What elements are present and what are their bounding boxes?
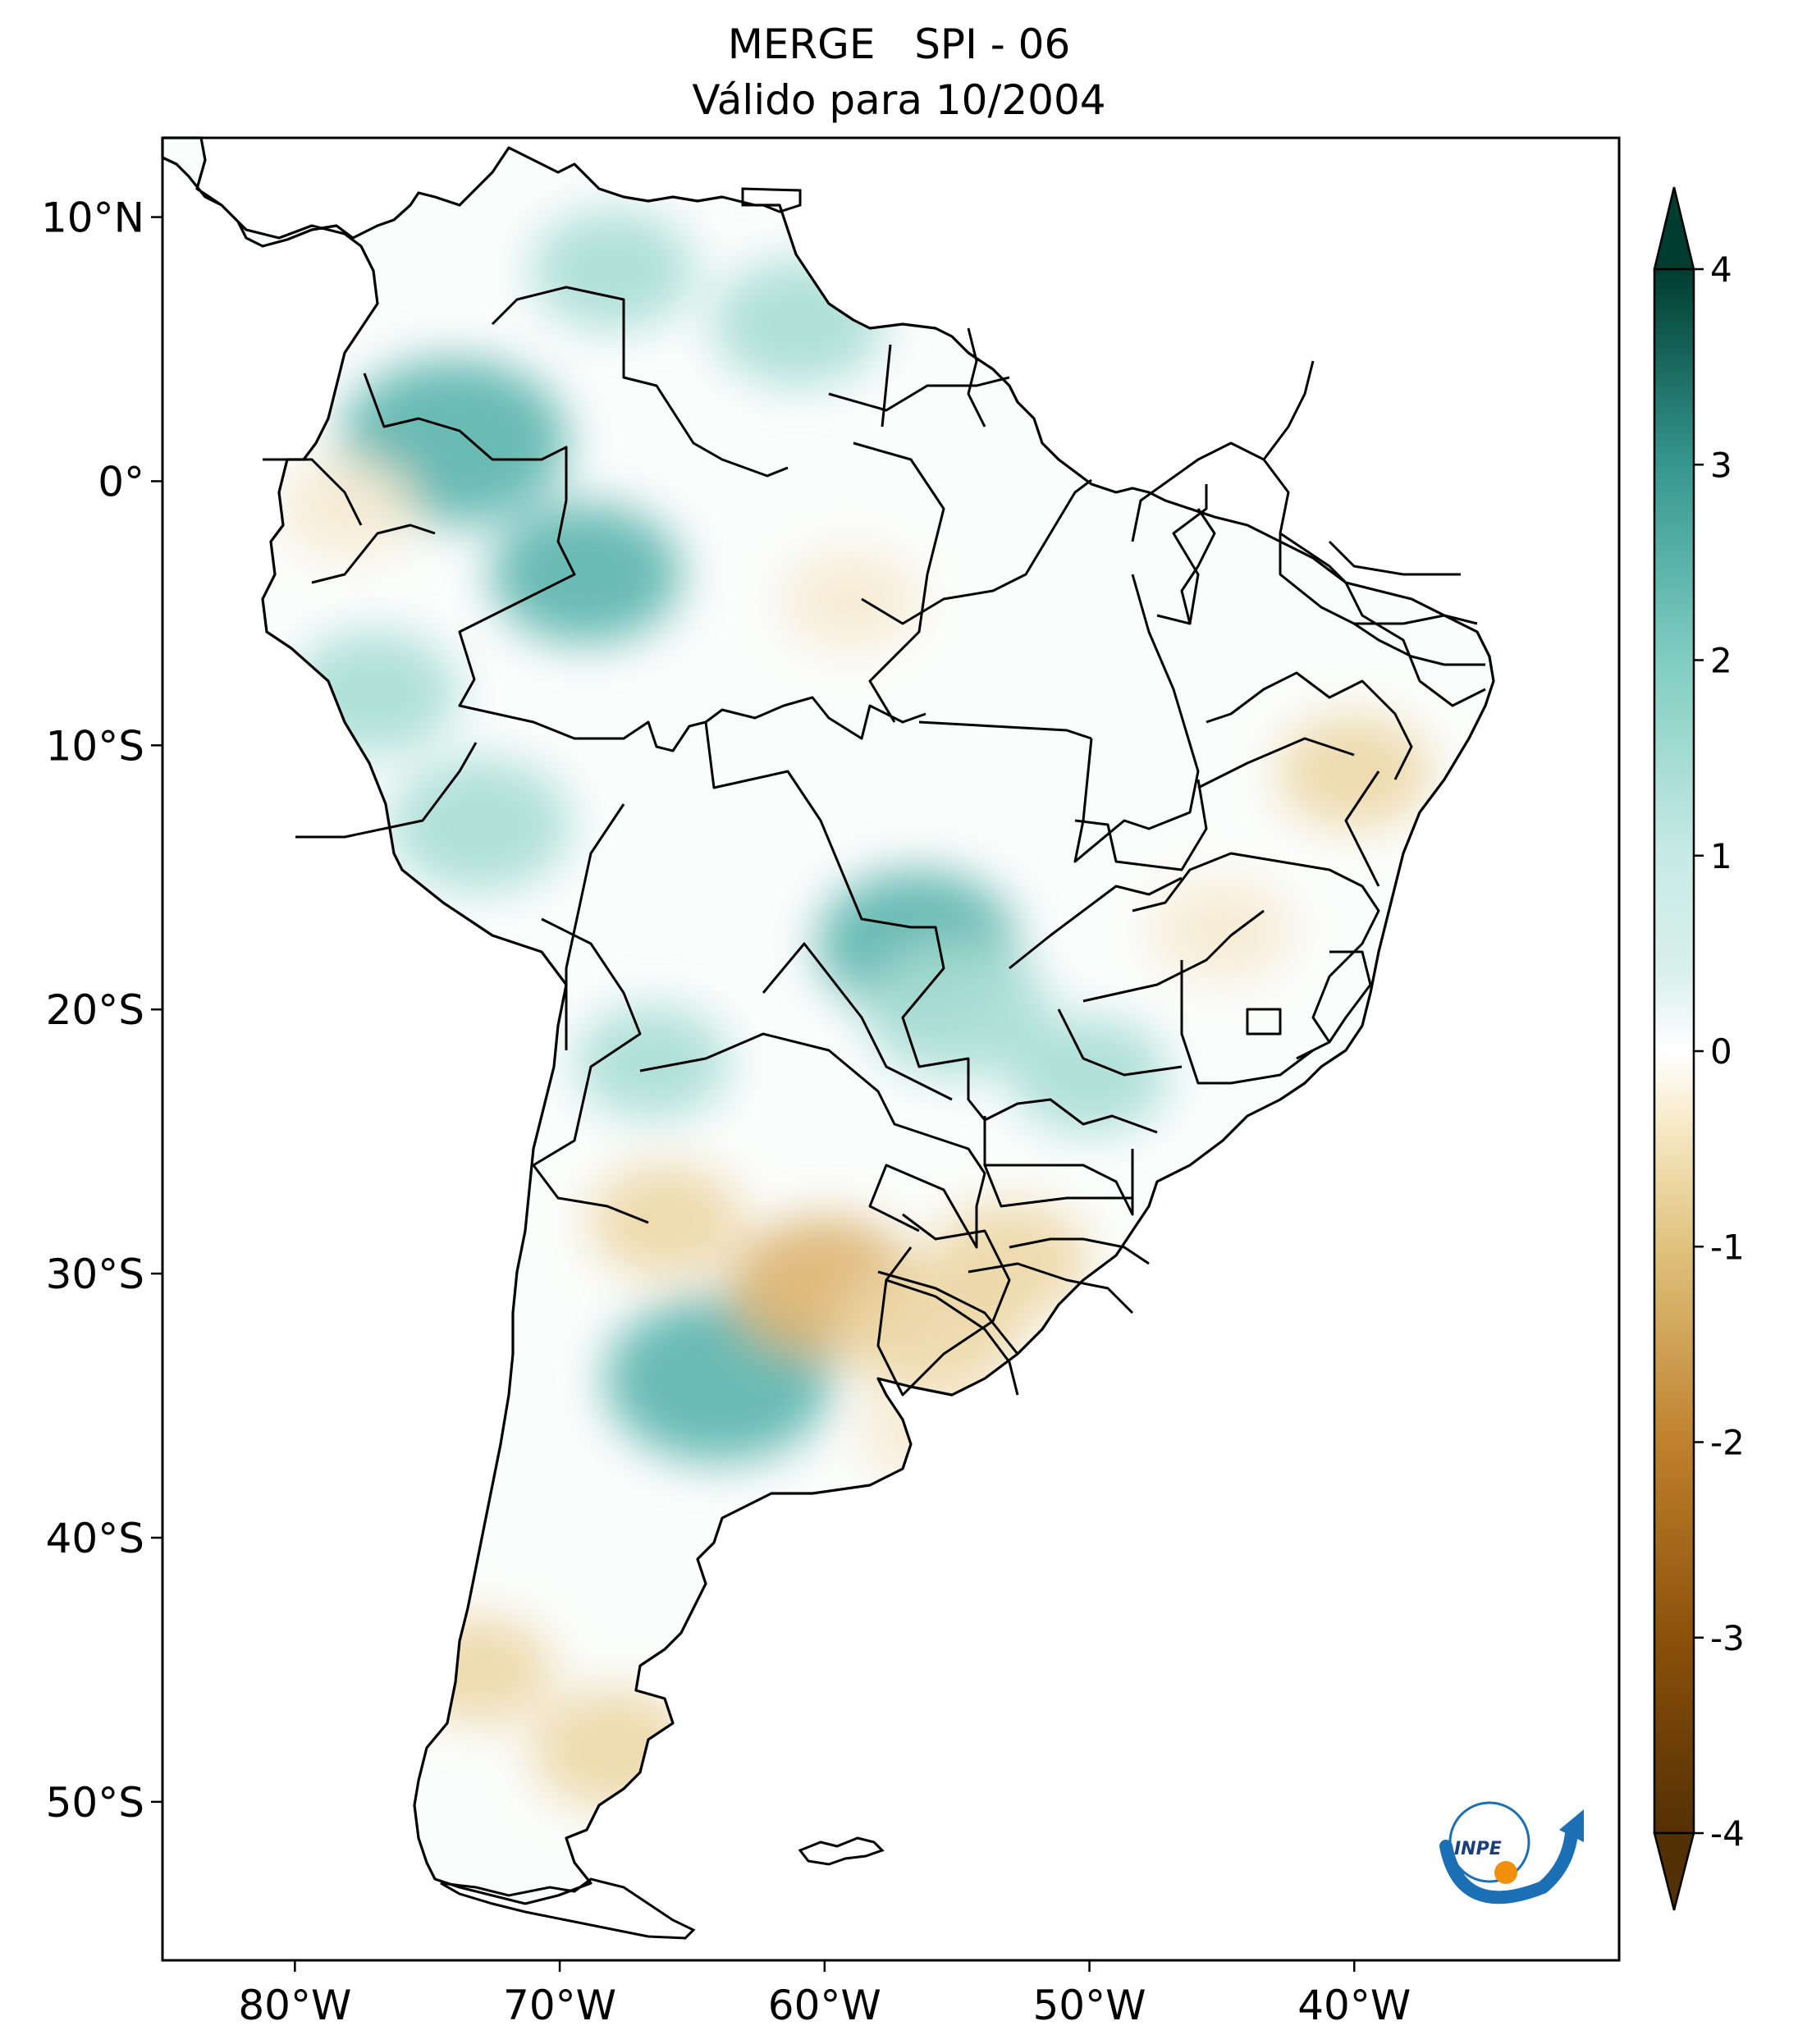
lat-tick-label: 0° (98, 458, 144, 505)
country-border (877, 1270, 1019, 1355)
wet-anomaly-region (389, 757, 571, 891)
dry-anomaly-region (280, 457, 416, 558)
chart-title: MERGE SPI - 06 (727, 21, 1071, 68)
lat-tick-label: 20°S (46, 986, 144, 1034)
inpe-logo: INPE (1439, 1801, 1584, 1905)
country-border (828, 376, 1010, 412)
lon-tick-label: 40°W (1297, 1982, 1411, 2029)
state-border (1246, 1008, 1282, 1036)
dry-anomaly-region (1277, 715, 1431, 829)
dry-anomaly-region (931, 1202, 1090, 1319)
state-border (1328, 540, 1461, 576)
state-border (1156, 484, 1208, 625)
logo-text: INPE (1454, 1839, 1502, 1859)
state-border (1073, 574, 1200, 863)
state-border (1057, 1008, 1183, 1077)
colorbar-tick-label: 1 (1710, 836, 1732, 876)
state-border (1082, 909, 1265, 1003)
state-border (853, 441, 945, 723)
state-border (263, 458, 363, 526)
wet-anomaly-region (491, 504, 682, 644)
lon-tick-label: 70°W (503, 1982, 616, 2029)
country-border (881, 344, 892, 428)
map-frame (161, 136, 1621, 1962)
state-border (1354, 614, 1478, 625)
state-border (918, 720, 1092, 740)
anomaly-layer (162, 138, 1494, 1904)
state-border (1074, 779, 1208, 871)
state-border (1262, 360, 1315, 460)
country-border (762, 942, 953, 1101)
colorbar-extend-max (1653, 186, 1695, 271)
wet-anomaly-region (531, 209, 694, 330)
caribbean-island (741, 187, 802, 213)
longitude-axis: 80°W 70°W 60°W 50°W 40°W (238, 1960, 1411, 2029)
political-borders (263, 286, 1486, 1397)
state-border (311, 524, 436, 584)
lat-tick-label: 30°S (46, 1251, 144, 1298)
state-border (1009, 876, 1183, 970)
state-border (1180, 508, 1216, 624)
state-border (1009, 1237, 1150, 1265)
colorbar-tick-label: 3 (1710, 445, 1732, 485)
colorbar-tick-label: 2 (1710, 641, 1732, 681)
country-border (565, 803, 625, 1050)
country-border (984, 1098, 1158, 1134)
country-border (491, 286, 789, 478)
country-border (639, 1032, 986, 1249)
state-border (1132, 852, 1380, 1060)
lat-tick-label: 40°S (46, 1515, 144, 1562)
dry-anomaly-region (588, 1164, 743, 1278)
logo-swoosh-icon (1439, 1827, 1578, 1905)
state-border (1394, 647, 1485, 666)
state-border (983, 1164, 1132, 1208)
state-border (968, 1262, 1134, 1315)
lat-tick-label: 10°N (41, 194, 144, 242)
country-border (861, 478, 1092, 625)
colorbar-extend-min (1653, 1831, 1695, 1911)
dry-anomaly-region (783, 550, 919, 651)
logo-sun-icon (1494, 1861, 1517, 1884)
colorbar-tick-label: -3 (1710, 1618, 1745, 1658)
falkland-islands (798, 1836, 885, 1866)
lat-tick-label: 50°S (46, 1779, 144, 1827)
chart-subtitle: Válido para 10/2004 (692, 76, 1106, 124)
country-border (363, 373, 926, 752)
lat-tick-label: 10°S (46, 722, 144, 770)
country-border (295, 742, 478, 839)
state-border (1344, 771, 1380, 887)
country-border (532, 917, 649, 1224)
colorbar-tick-label: -4 (1710, 1813, 1745, 1854)
state-border (1206, 671, 1413, 780)
logo-arrow-icon (1559, 1809, 1584, 1842)
wet-anomaly-region (575, 1005, 730, 1119)
colorbar-tick-label: -2 (1710, 1423, 1745, 1463)
colorbar-tick-label: 0 (1710, 1031, 1732, 1072)
dry-anomaly-region (1151, 878, 1292, 982)
state-border (885, 1278, 1019, 1396)
state-border (1180, 960, 1314, 1085)
country-border (967, 327, 986, 428)
lon-tick-label: 50°W (1033, 1982, 1146, 2029)
colorbar-gradient (1653, 268, 1695, 1835)
lon-tick-label: 80°W (238, 1982, 351, 2029)
state-border (1279, 533, 1396, 650)
state-border (1328, 950, 1372, 1043)
state-border (1344, 582, 1486, 707)
country-border (704, 721, 986, 1121)
lon-tick-label: 60°W (768, 1982, 881, 2029)
latitude-axis: 10°N 0° 10°S 20°S 30°S 40°S 50°S (41, 194, 162, 1827)
tierra-del-fuego (440, 1877, 696, 1940)
colorbar-tick-label: 4 (1710, 249, 1732, 290)
wet-anomaly-region (1010, 1017, 1169, 1134)
coastline (161, 136, 1495, 1905)
country-border (876, 1213, 1011, 1397)
colorbar-tick-label: -1 (1710, 1227, 1745, 1267)
colorbar: 4 3 2 1 0 -1 -2 -3 -4 (1653, 186, 1745, 1911)
state-border (1197, 737, 1355, 789)
